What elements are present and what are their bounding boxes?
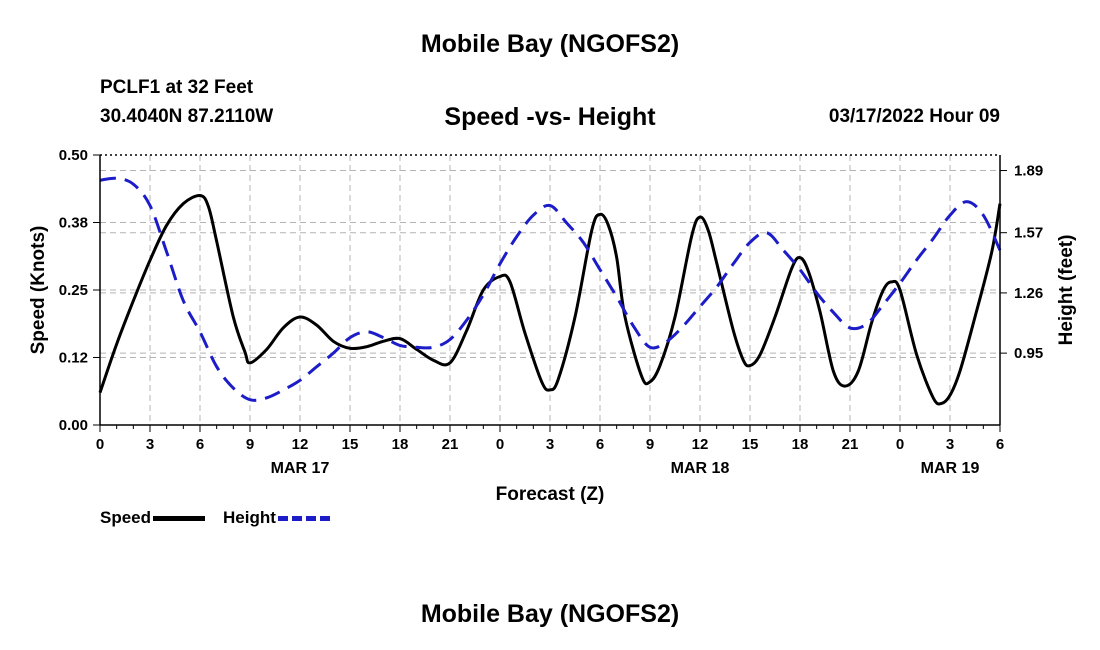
y-left-tick-label: 0.12 — [59, 350, 88, 367]
x-tick-label: 3 — [946, 436, 954, 453]
chart-grid — [100, 155, 1000, 425]
x-tick-label: 15 — [342, 436, 359, 453]
x-tick-label: 12 — [692, 436, 709, 453]
x-tick-label: 6 — [596, 436, 604, 453]
x-tick-label: 15 — [742, 436, 759, 453]
y-right-tick-label: 1.89 — [1014, 163, 1043, 180]
chart-title: Speed -vs- Height — [444, 103, 656, 131]
legend-speed-swatch — [153, 515, 206, 521]
footer-title: Mobile Bay (NGOFS2) — [420, 600, 680, 628]
chart-legend: Speed Height — [100, 508, 348, 528]
x-tick-label: 21 — [442, 436, 459, 453]
x-tick-label: 9 — [246, 436, 254, 453]
x-tick-label: 18 — [792, 436, 809, 453]
y-left-tick-label: 0.38 — [59, 215, 88, 232]
x-tick-label: 0 — [96, 436, 104, 453]
y-axis-right-label: Height (feet) — [1056, 235, 1077, 346]
y-left-tick-label: 0.50 — [59, 147, 88, 164]
y-left-tick-label: 0.25 — [59, 282, 88, 299]
station-coords: 30.4040N 87.2110W — [100, 106, 274, 127]
legend-height-label: Height — [223, 508, 276, 527]
date-label: MAR 17 — [271, 460, 330, 477]
series-line-speed — [98, 193, 1002, 406]
x-tick-label: 9 — [646, 436, 654, 453]
date-label: MAR 19 — [921, 460, 980, 477]
legend-height-swatch — [277, 515, 330, 521]
date-label: MAR 18 — [671, 460, 730, 477]
x-tick-label: 6 — [996, 436, 1004, 453]
chart-axes: 0 3 6 9 12 15 18 21 0 3 6 9 12 15 18 21 0 3 6 MAR 17 MAR 18 M… — [59, 147, 1043, 477]
x-tick-label: 21 — [842, 436, 859, 453]
y-right-tick-label: 1.26 — [1014, 285, 1043, 302]
y-right-tick-label: 1.57 — [1014, 225, 1043, 242]
forecast-time: 03/17/2022 Hour 09 — [828, 106, 1000, 127]
page-title: Mobile Bay (NGOFS2) — [420, 30, 680, 58]
x-tick-label: 3 — [146, 436, 154, 453]
x-tick-label: 6 — [196, 436, 204, 453]
x-tick-label: 0 — [896, 436, 904, 453]
station-name: PCLF1 at 32 Feet — [100, 77, 254, 98]
x-tick-label: 3 — [546, 436, 554, 453]
series-layer — [98, 176, 1002, 406]
x-tick-label: 12 — [292, 436, 309, 453]
y-left-tick-label: 0.00 — [59, 417, 88, 434]
y-right-tick-label: 0.95 — [1014, 345, 1043, 362]
x-tick-label: 18 — [392, 436, 409, 453]
series-line-height — [99, 176, 1002, 402]
x-axis-label: Forecast (Z) — [496, 484, 605, 505]
y-axis-left-label: Speed (Knots) — [28, 226, 49, 355]
legend-speed-label: Speed — [100, 508, 152, 527]
x-tick-label: 0 — [496, 436, 504, 453]
